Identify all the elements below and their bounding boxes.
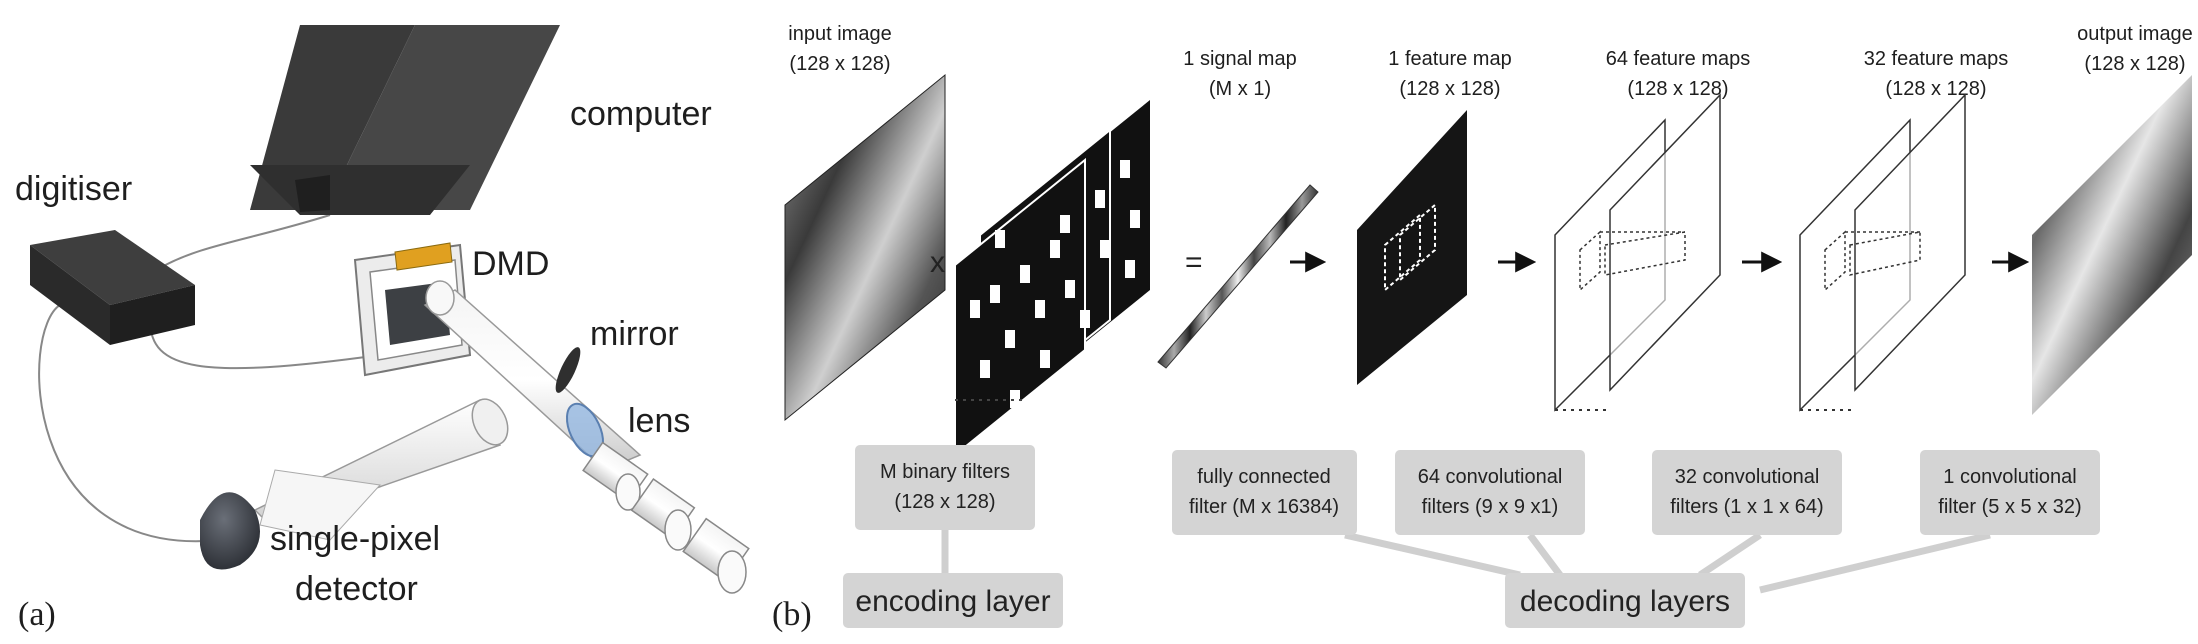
filter-box-4: 1 convolutional filter (5 x 5 x 32) [1920,450,2100,535]
output-image [2032,75,2192,415]
cable-digitiser-detector [38,304,221,543]
filter-box-1-line2: filter (M x 16384) [1189,496,1339,518]
output-image-title: output image [2077,23,2193,45]
filter-box-2: 64 convolutional filters (9 x 9 x1) [1395,450,1585,535]
feature-maps-32 [1799,93,1966,412]
feature-maps-64 [1554,93,1721,412]
cable-digitiser-computer [159,214,331,269]
panel-b: input image (128 x 128) 1 signal map (M … [772,23,2193,633]
equals-symbol: = [1185,246,1203,279]
output-image-size: (128 x 128) [2084,53,2185,75]
feature-1-size: (128 x 128) [1399,78,1500,100]
detector-label-line1: single-pixel [270,520,440,558]
input-image-title: input image [788,23,891,45]
filter-box-0-line2: (128 x 128) [894,491,995,513]
detector-label-line2: detector [295,570,418,608]
decoding-layers-box: decoding layers [1505,573,1745,628]
detector-icon [200,492,260,570]
filter-box-3: 32 convolutional filters (1 x 1 x 64) [1652,450,1842,535]
filter-box-4-line1: 1 convolutional [1943,466,2076,488]
laptop-icon [250,25,560,215]
filter-box-1-line1: fully connected [1197,466,1330,488]
filter-box-2-line2: filters (9 x 9 x1) [1422,496,1559,518]
signal-map-bar [1157,184,1319,369]
filter-box-4-line2: filter (5 x 5 x 32) [1938,496,2081,518]
feature-1-title: 1 feature map [1388,48,1511,70]
input-image-size: (128 x 128) [789,53,890,75]
input-image-border [784,73,946,422]
feature-64-size: (128 x 128) [1627,78,1728,100]
dmd-label: DMD [472,245,549,283]
mirror-label: mirror [590,315,679,353]
computer-label: computer [570,95,712,133]
digitiser-label: digitiser [15,170,132,208]
decoding-layers-label: decoding layers [1520,585,1730,618]
panel-a-label: (a) [18,596,56,633]
binary-filters-stack [954,100,1150,458]
filter-box-3-line2: filters (1 x 1 x 64) [1670,496,1823,518]
collimator-cylinders-icon [582,441,750,594]
feature-64-title: 64 feature maps [1606,48,1751,70]
filter-box-2-line1: 64 convolutional [1418,466,1563,488]
feature-32-title: 32 feature maps [1864,48,2009,70]
digitiser-icon [30,230,195,345]
input-image [785,75,945,420]
encoding-layer-box: encoding layer [843,573,1063,628]
dmd-icon [353,242,472,377]
feature-32-size: (128 x 128) [1885,78,1986,100]
panel-a: computer digitiser DMD mirror [15,25,750,633]
filter-box-0: M binary filters (128 x 128) [855,445,1035,530]
filter-box-0-line1: M binary filters [880,461,1010,483]
signal-map-title: 1 signal map [1183,48,1296,70]
panel-b-label: (b) [772,596,812,633]
encoding-layer-label: encoding layer [855,585,1050,618]
filter-box-1: fully connected filter (M x 16384) [1172,450,1357,535]
connector-lines [941,530,1991,594]
mirror-icon [555,347,581,393]
filter-box-3-line1: 32 convolutional [1675,466,1820,488]
cable-digitiser-dmd [149,319,381,370]
lens-label: lens [628,402,690,440]
light-cone [253,398,509,541]
signal-map-size: (M x 1) [1209,78,1271,100]
feature-map-1 [1357,110,1467,385]
times-symbol: x [930,246,945,279]
